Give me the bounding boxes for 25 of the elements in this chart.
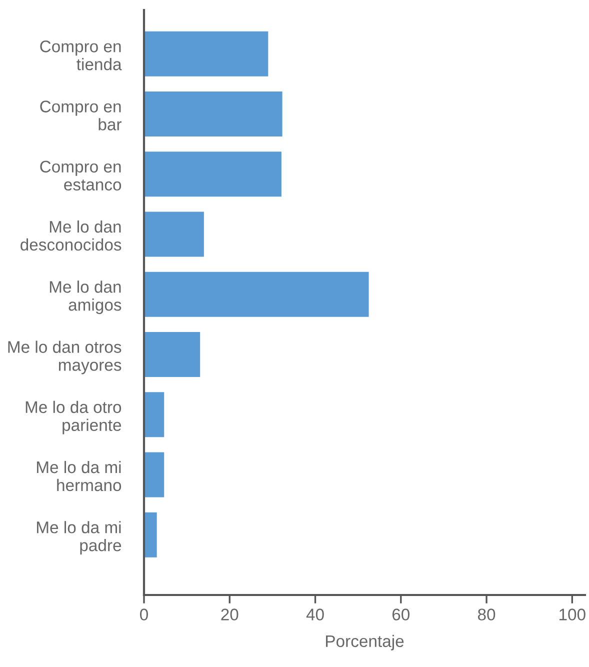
bar bbox=[144, 512, 157, 558]
y-tick-label: Me lo da mi padre bbox=[37, 521, 122, 555]
y-tick-label: Compro en tienda bbox=[40, 40, 122, 70]
bar bbox=[144, 31, 268, 76]
y-tick-label: Me lo da mi hermano bbox=[37, 460, 122, 492]
x-tick-label: 20 bbox=[221, 608, 238, 620]
y-tick-label: Compro en estanco bbox=[40, 160, 122, 191]
x-tick-label: 40 bbox=[306, 608, 324, 620]
bar bbox=[144, 91, 282, 137]
x-axis-title: Porcentaje bbox=[326, 634, 404, 650]
bar bbox=[144, 272, 369, 317]
bar bbox=[144, 332, 200, 378]
bar bbox=[144, 212, 204, 257]
y-tick-label: Me lo dan otros mayores bbox=[8, 340, 122, 374]
y-tick-label: Me lo dan amigos bbox=[50, 280, 122, 314]
y-tick-label: Me lo da otro pariente bbox=[26, 400, 122, 434]
bar bbox=[144, 452, 164, 498]
bar bbox=[144, 392, 164, 438]
bar bbox=[144, 152, 282, 197]
x-tick-label: 0 bbox=[140, 608, 148, 620]
x-tick-label: 80 bbox=[478, 608, 496, 620]
x-tick-label: 100 bbox=[560, 608, 586, 620]
x-tick-label: 60 bbox=[392, 608, 410, 620]
y-tick-label: Compro en bar bbox=[40, 100, 122, 130]
y-tick-label: Me lo dan desconocidos bbox=[20, 220, 122, 251]
